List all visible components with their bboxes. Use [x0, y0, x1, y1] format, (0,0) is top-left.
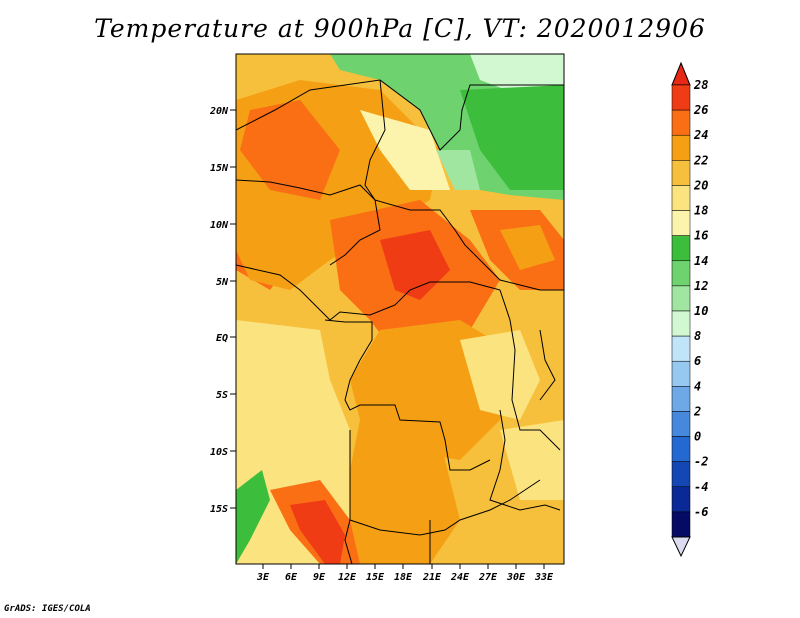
lon-label: 27E	[478, 572, 498, 583]
field-south-22-24	[350, 420, 460, 564]
lon-label: 12E	[338, 572, 357, 583]
colorbar-label: 4	[694, 379, 701, 393]
colorbar-box	[671, 185, 691, 211]
colorbar-label: -2	[694, 455, 708, 469]
lat-label: 15N	[210, 163, 229, 174]
border-mozambique	[489, 409, 561, 511]
colorbar-label: 16	[694, 229, 708, 243]
colorbar-label: 26	[693, 103, 708, 117]
border-north	[236, 79, 564, 151]
lat-label: EQ	[216, 333, 228, 344]
border-sahel	[236, 179, 381, 266]
colorbar-box	[671, 109, 691, 136]
map-frame	[235, 53, 565, 565]
longitude-axis: 3E 6E 9E 12E 15E 18E 21E 24E 27E 30E 33E	[256, 564, 554, 583]
colorbar-label: 8	[694, 329, 701, 343]
lat-label: 10S	[210, 447, 228, 458]
lat-label: 5S	[216, 390, 228, 401]
border-car	[236, 264, 501, 321]
field-highlands-12	[436, 150, 480, 190]
border-gabon-congo	[324, 319, 373, 401]
colorbar-box	[671, 436, 691, 462]
colorbar-box	[671, 335, 691, 362]
colorbar-box	[671, 310, 691, 337]
field-east-south-18-20	[500, 420, 564, 500]
colorbar-box	[671, 210, 691, 236]
colorbar-label: 18	[694, 204, 708, 218]
colorbar-label: 20	[693, 178, 708, 192]
border-central-east	[374, 199, 564, 291]
field-northeast-14-16	[460, 85, 564, 190]
lon-label: 21E	[422, 572, 442, 583]
lon-label: 15E	[366, 572, 385, 583]
lon-label: 18E	[394, 572, 413, 583]
lat-label: 5N	[216, 277, 229, 288]
lon-label: 6E	[285, 572, 298, 583]
colorbar-bottom-triangle	[671, 536, 691, 558]
colorbar-label: 2	[693, 404, 701, 418]
lon-label: 3E	[256, 572, 270, 583]
border-lake-victoria	[539, 329, 556, 401]
colorbar-label: 24	[693, 128, 708, 142]
colorbar-label: 0	[694, 430, 701, 444]
colorbar-box	[671, 260, 691, 287]
lon-label: 33E	[534, 572, 554, 583]
field-north-west-24-26	[240, 100, 340, 200]
border-chad-west	[364, 79, 386, 201]
colorbar-box	[671, 486, 691, 513]
lat-label: 15S	[210, 504, 228, 515]
lon-label: 30E	[506, 572, 526, 583]
colorbar-label: 22	[693, 153, 708, 167]
colorbar-label: 6	[694, 354, 701, 368]
grads-credit: GrADS: IGES/COLA	[4, 604, 91, 614]
colorbar-box	[671, 235, 691, 262]
latitude-axis: 20N 15N 10N 5N EQ 5S 10S 15S	[209, 106, 236, 515]
colorbar-label: -6	[694, 505, 708, 519]
colorbar-box	[671, 511, 691, 538]
border-namibia	[344, 430, 353, 564]
map-title: Temperature at 900hPa [C], VT: 202001290…	[94, 14, 706, 43]
colorbar-box	[671, 285, 691, 312]
border-zambia-south	[349, 479, 541, 536]
colorbar-box	[671, 411, 691, 437]
lat-label: 20N	[209, 106, 229, 117]
border-great-lakes	[499, 289, 561, 451]
field-east-22	[500, 225, 555, 270]
lon-label: 9E	[313, 572, 326, 583]
colorbar-box	[671, 360, 691, 387]
colorbar-box	[671, 386, 691, 412]
colorbar-label: 14	[694, 254, 708, 268]
colorbar-label: -4	[694, 480, 708, 494]
temperature-field	[236, 54, 564, 564]
field-north-cool-16-18	[360, 110, 450, 190]
colorbar-box	[671, 134, 691, 161]
colorbar-label: 10	[694, 304, 708, 318]
lat-label: 10N	[210, 220, 229, 231]
colorbar-label: 12	[694, 279, 708, 293]
border-angola-drc	[344, 399, 491, 471]
colorbar-boxes	[671, 84, 691, 538]
lon-label: 24E	[450, 572, 470, 583]
colorbar-box	[671, 84, 691, 111]
colorbar-box	[671, 461, 691, 488]
country-borders	[236, 79, 564, 564]
field-lake-region-18-20	[460, 330, 540, 420]
colorbar-top-triangle	[671, 61, 691, 86]
field-atlantic-14-16	[236, 470, 270, 564]
colorbar-label: 28	[693, 78, 708, 92]
colorbar-box	[671, 160, 691, 186]
field-southwest-26-28	[290, 500, 345, 564]
